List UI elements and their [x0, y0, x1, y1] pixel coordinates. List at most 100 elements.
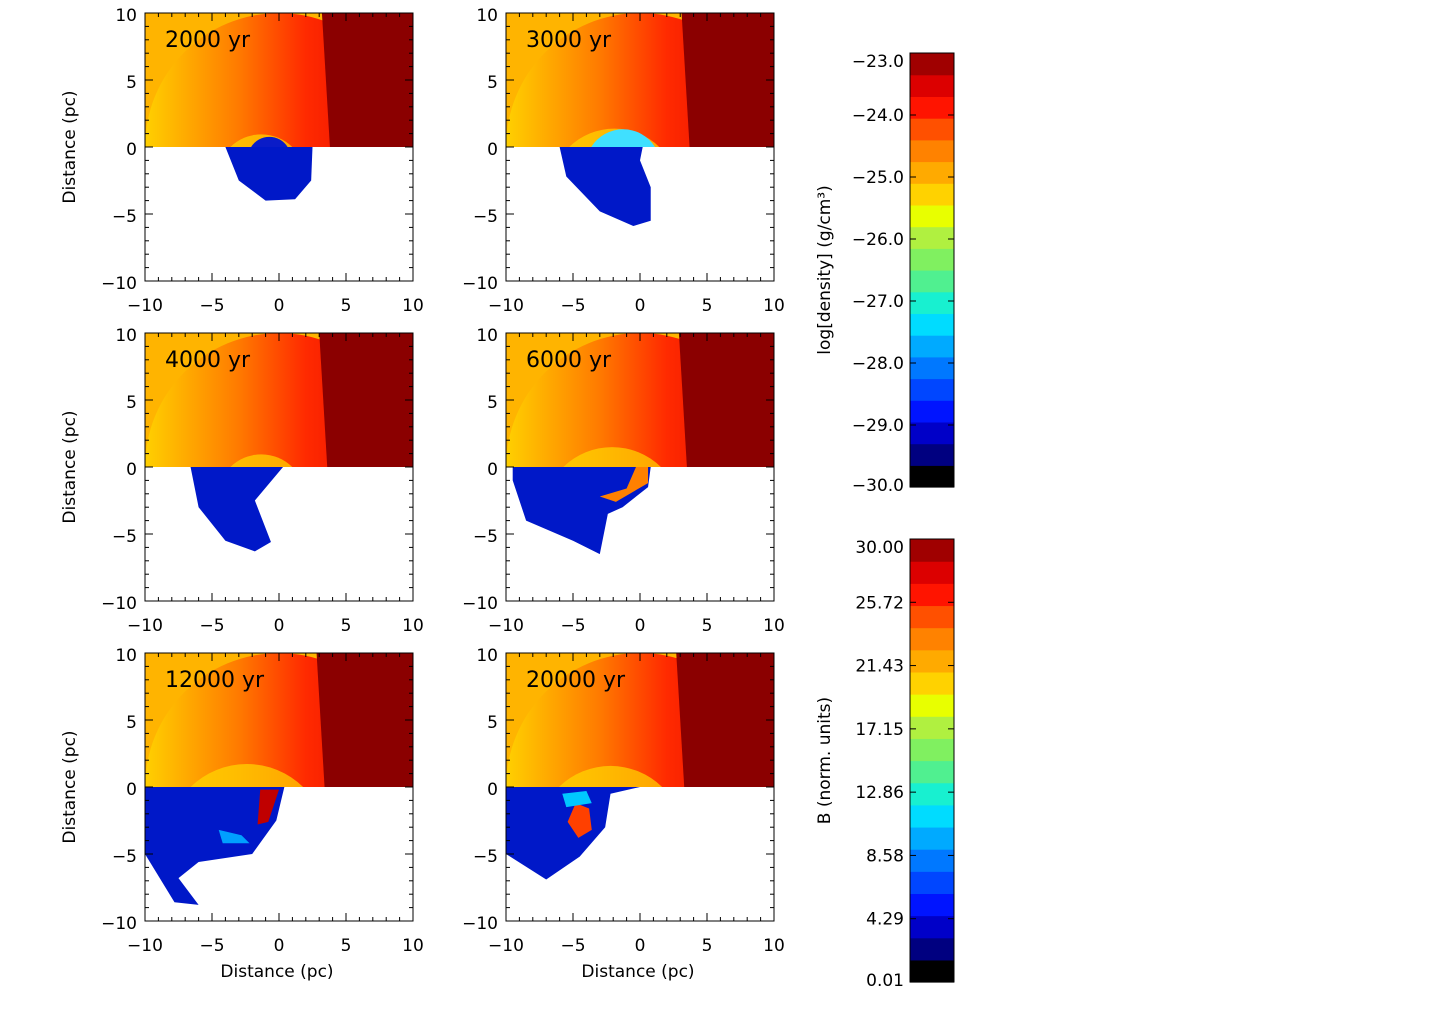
y-tick-label: 0 — [126, 140, 137, 160]
colorbar-swatch — [910, 421, 954, 445]
y-tick-label: 5 — [126, 713, 137, 733]
colorbar-swatch — [910, 627, 954, 651]
x-tick-label: −10 — [488, 296, 524, 316]
colorbar-swatch — [910, 248, 954, 271]
colorbar-tick-label: 25.72 — [855, 593, 904, 613]
y-tick-label: 0 — [487, 460, 498, 480]
panel-time-label: 6000 yr — [526, 348, 612, 373]
colorbar-swatch — [910, 443, 954, 466]
lower-field-blob — [145, 787, 285, 905]
lower-field-blob — [190, 467, 284, 552]
colorbar-swatch — [910, 893, 954, 917]
y-tick-label: 10 — [115, 326, 137, 346]
y-axis-title: Distance (pc) — [60, 730, 80, 843]
x-tick-label: −10 — [488, 936, 524, 956]
colorbar-swatch — [910, 649, 954, 673]
y-axis-title: Distance (pc) — [60, 410, 80, 523]
colorbar-swatch — [910, 959, 954, 983]
colorbar-swatch — [910, 204, 954, 228]
x-tick-label: 10 — [763, 616, 785, 636]
panel-6: −10 −5 0 5 10 10 5 0 −5 −10 20000 yr Distance (pc) — [462, 646, 785, 982]
y-tick-label: −10 — [462, 274, 498, 294]
y-tick-label: −5 — [112, 207, 137, 227]
panel-body — [145, 333, 413, 601]
panel-time-label: 4000 yr — [165, 348, 251, 373]
colorbar-swatch — [910, 226, 954, 249]
upper-dense-wedge — [681, 13, 774, 147]
y-tick-label: −5 — [473, 527, 498, 547]
colorbar-swatch — [910, 782, 954, 806]
lower-background — [145, 467, 413, 601]
y-tick-label: −5 — [112, 527, 137, 547]
colorbar-tick-label: −23.0 — [852, 52, 904, 72]
upper-dense-wedge — [319, 333, 413, 467]
colorbar-swatch — [910, 53, 954, 76]
colorbar-swatch — [910, 465, 954, 488]
y-tick-label: 10 — [115, 646, 137, 666]
y-tick-label: −10 — [101, 914, 137, 934]
colorbar-2: 30.00 25.72 21.43 17.15 12.86 8.58 4.29 0.01 B (… — [815, 538, 955, 991]
x-axis-title: Distance (pc) — [220, 962, 333, 982]
upper-cavity — [251, 136, 288, 147]
colorbar-swatch — [910, 161, 954, 184]
x-tick-label: −5 — [560, 296, 585, 316]
y-tick-label: −10 — [101, 594, 137, 614]
colorbar-swatch — [910, 738, 954, 762]
colorbar-swatch — [910, 826, 954, 850]
y-tick-label: −5 — [473, 207, 498, 227]
y-tick-label: 0 — [487, 780, 498, 800]
colorbar-swatch — [910, 671, 954, 695]
upper-dense-wedge — [676, 653, 774, 787]
upper-cavity — [591, 129, 656, 147]
upper-dense-wedge — [678, 333, 774, 467]
colorbar-swatch — [910, 804, 954, 828]
colorbar-tick-label: −26.0 — [852, 230, 904, 250]
colorbar-swatch — [910, 561, 954, 584]
colorbar-swatch — [910, 694, 954, 717]
panel-body — [145, 653, 413, 921]
upper-bubble — [190, 764, 304, 787]
colorbar-swatch — [910, 400, 954, 423]
x-tick-label: 0 — [635, 616, 646, 636]
colorbar-swatch — [910, 335, 954, 358]
colorbar-swatch — [910, 760, 954, 784]
colorbar-tick-label: −28.0 — [852, 354, 904, 374]
colorbar-swatch — [910, 937, 954, 961]
colorbar-swatch — [910, 183, 954, 206]
x-tick-label: 10 — [402, 296, 424, 316]
x-tick-label: 0 — [635, 296, 646, 316]
upper-bubble — [230, 454, 293, 467]
colorbar-tick-label: −29.0 — [852, 416, 904, 436]
colorbar-swatch — [910, 139, 954, 163]
lower-field-blob — [512, 467, 651, 555]
colorbar-tick-label: 0.01 — [866, 971, 904, 991]
y-tick-label: 5 — [487, 393, 498, 413]
lower-field-blob — [225, 147, 313, 201]
colorbar-tick-label: 4.29 — [866, 910, 904, 930]
colorbar-swatch — [910, 605, 954, 629]
colorbar-swatch — [910, 871, 954, 894]
x-tick-label: −10 — [127, 296, 163, 316]
x-tick-label: −10 — [127, 936, 163, 956]
lower-field-feature-2 — [562, 791, 592, 808]
colorbar-title: B (norm. units) — [815, 697, 835, 824]
x-tick-label: −10 — [127, 616, 163, 636]
panel-4: −10 −5 0 5 10 10 5 0 −5 −10 6000 yr — [462, 326, 785, 636]
colorbar-swatch — [910, 356, 954, 380]
colorbar-swatch — [910, 118, 954, 141]
colorbars-group: −23.0 −24.0 −25.0 −26.0 −27.0 −28.0 −29.0 −30.0… — [815, 52, 955, 991]
colorbar-swatch — [910, 583, 954, 607]
colorbar-swatch — [910, 74, 954, 97]
x-tick-label: 5 — [341, 296, 352, 316]
colorbar-swatch — [910, 96, 954, 119]
x-tick-label: −5 — [199, 936, 224, 956]
y-tick-label: 5 — [487, 73, 498, 93]
colorbar-swatch — [910, 915, 954, 939]
colorbar-tick-label: 21.43 — [855, 657, 904, 677]
x-tick-label: 0 — [274, 936, 285, 956]
y-tick-label: −10 — [462, 914, 498, 934]
colorbar-tick-label: 8.58 — [866, 846, 904, 866]
lower-field-blob — [559, 147, 651, 227]
x-tick-label: 10 — [402, 936, 424, 956]
y-tick-label: 5 — [126, 73, 137, 93]
